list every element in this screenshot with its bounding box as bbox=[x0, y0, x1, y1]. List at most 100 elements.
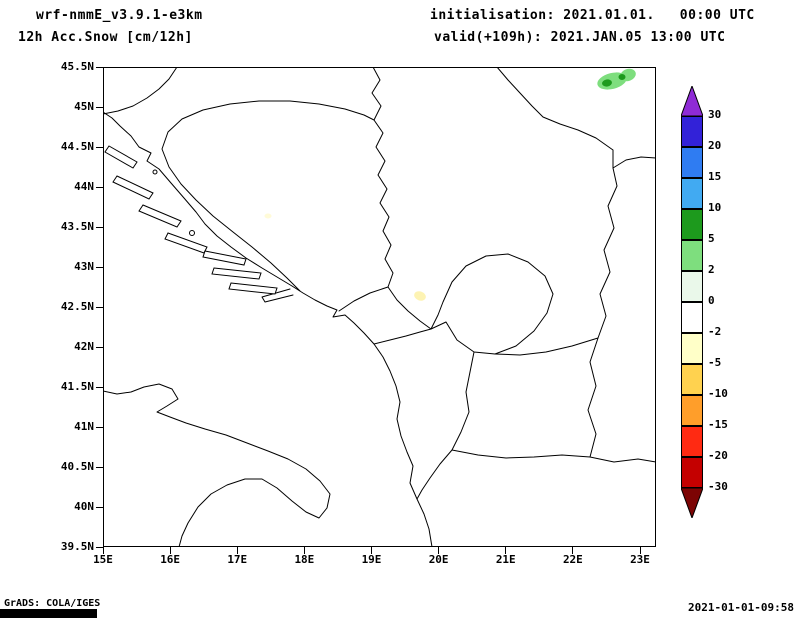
colorbar-segment bbox=[681, 178, 703, 209]
island bbox=[189, 230, 195, 236]
islands bbox=[104, 145, 278, 295]
border-albania-east bbox=[416, 351, 475, 500]
snow-patch-green-core-2 bbox=[618, 74, 626, 80]
coastline-peljesac-peninsula bbox=[261, 288, 294, 303]
colorbar-segment bbox=[681, 209, 703, 240]
colorbar-tick-label: 30 bbox=[708, 108, 722, 121]
border-montenegro-south bbox=[373, 328, 432, 345]
colorbar-tick-label: 20 bbox=[708, 139, 722, 152]
border-serbia-romania bbox=[496, 67, 656, 169]
y-tick-mark bbox=[96, 546, 103, 548]
snow-patch-cream-2 bbox=[264, 213, 272, 219]
colorbar-tick-label: 10 bbox=[708, 201, 722, 214]
colorbar-tick-label: -20 bbox=[708, 449, 728, 462]
x-tick-label: 22E bbox=[562, 553, 583, 566]
map-svg bbox=[103, 67, 656, 547]
x-tick-label: 23E bbox=[630, 553, 650, 566]
colorbar bbox=[681, 86, 703, 518]
init-label: initialisation: 2021.01.01. 00:00 UTC bbox=[430, 8, 755, 23]
coastlines bbox=[103, 111, 433, 547]
x-tick-label: 21E bbox=[495, 553, 516, 566]
y-tick-mark bbox=[96, 186, 103, 188]
x-tick-label: 15E bbox=[93, 553, 113, 566]
x-tick-mark bbox=[102, 547, 104, 554]
field-title: 12h Acc.Snow [cm/12h] bbox=[18, 30, 193, 45]
colorbar-tick-label: -30 bbox=[708, 480, 728, 493]
coastline-italy bbox=[103, 383, 331, 547]
border-montenegro-north bbox=[338, 286, 389, 312]
colorbar-segment bbox=[681, 457, 703, 488]
y-tick-label: 42N bbox=[74, 340, 94, 353]
y-tick-mark bbox=[96, 466, 103, 468]
y-tick-label: 40.5N bbox=[60, 460, 94, 473]
island bbox=[152, 169, 158, 175]
island bbox=[228, 282, 278, 295]
colorbar-segment bbox=[681, 302, 703, 333]
x-tick-mark bbox=[371, 547, 372, 554]
colorbar-segments bbox=[681, 116, 703, 488]
border-topleft bbox=[103, 67, 178, 115]
border-serbia-bulgaria bbox=[597, 167, 618, 339]
y-tick-mark bbox=[96, 426, 103, 428]
coastline-balkan bbox=[103, 111, 433, 547]
y-tick-mark bbox=[96, 106, 103, 108]
y-tick-mark bbox=[96, 226, 103, 228]
colorbar-tick-label: 15 bbox=[708, 170, 722, 183]
island bbox=[164, 232, 208, 254]
island bbox=[138, 204, 182, 228]
island bbox=[202, 250, 247, 266]
x-tick-label: 19E bbox=[361, 553, 382, 566]
y-tick-label: 44N bbox=[74, 180, 94, 193]
colorbar-segment bbox=[681, 364, 703, 395]
x-tick-mark bbox=[169, 547, 171, 554]
x-tick-label: 16E bbox=[160, 553, 181, 566]
x-tick-label: 18E bbox=[294, 553, 315, 566]
y-tick-label: 45.5N bbox=[60, 60, 94, 73]
colorbar-tick-label: -10 bbox=[708, 387, 728, 400]
y-tick-mark bbox=[96, 346, 103, 348]
island bbox=[211, 267, 262, 280]
y-tick-label: 40N bbox=[74, 500, 94, 513]
border-kosovo bbox=[430, 253, 554, 355]
y-tick-label: 41N bbox=[74, 420, 94, 433]
colorbar-arrow-down-icon bbox=[681, 488, 703, 518]
border-serbia-west bbox=[371, 67, 432, 330]
colorbar-segment bbox=[681, 426, 703, 457]
x-tick-mark bbox=[438, 547, 440, 554]
colorbar-tick-label: -5 bbox=[708, 356, 722, 369]
plot-frame bbox=[103, 67, 656, 547]
border-macedonia-north bbox=[494, 337, 599, 356]
y-tick-mark bbox=[96, 386, 103, 388]
credit-label: GrADS: COLA/IGES bbox=[4, 598, 101, 609]
valid-label: valid(+109h): 2021.JAN.05 13:00 UTC bbox=[434, 30, 726, 45]
colorbar-tick-label: 0 bbox=[708, 294, 715, 307]
model-title: wrf-nmmE_v3.9.1-e3km bbox=[36, 8, 203, 23]
y-tick-label: 41.5N bbox=[60, 380, 94, 393]
island bbox=[104, 145, 138, 169]
y-tick-mark bbox=[96, 266, 103, 268]
x-tick-label: 17E bbox=[227, 553, 248, 566]
island bbox=[112, 175, 154, 200]
y-tick-mark bbox=[96, 66, 103, 68]
colorbar-segment bbox=[681, 333, 703, 364]
colorbar-segment bbox=[681, 271, 703, 302]
colorbar-tick-label: -15 bbox=[708, 418, 728, 431]
border-macedonia-east bbox=[587, 337, 599, 458]
x-tick-mark bbox=[303, 547, 305, 554]
colorbar-tick-label: -2 bbox=[708, 325, 722, 338]
snow-overlay bbox=[264, 68, 636, 301]
x-tick-mark bbox=[572, 547, 574, 554]
y-tick-label: 39.5N bbox=[60, 540, 94, 553]
timestamp-label: 2021-01-01-09:58 bbox=[688, 601, 794, 614]
y-tick-label: 43N bbox=[74, 260, 94, 273]
x-tick-mark bbox=[236, 547, 238, 554]
x-tick-mark bbox=[505, 547, 507, 554]
border-greece-north bbox=[451, 449, 656, 463]
snow-patch-cream-1 bbox=[414, 291, 426, 301]
colorbar-segment bbox=[681, 240, 703, 271]
x-tick-mark bbox=[639, 547, 641, 554]
snow-patch-green-core-1 bbox=[602, 79, 612, 87]
colorbar-tick-label: 2 bbox=[708, 263, 715, 276]
y-tick-mark bbox=[96, 146, 103, 148]
